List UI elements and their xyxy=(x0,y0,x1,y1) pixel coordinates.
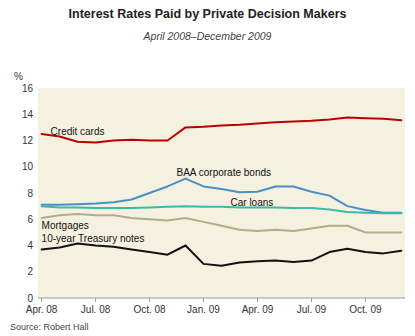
y-axis: 0 2 4 6 8 10 12 14 16 xyxy=(22,83,34,304)
x-tick xyxy=(365,298,366,302)
x-axis: Apr. 08 Jul. 08 Oct. 08 Jan. 09 Apr. 09 Jul. … xyxy=(26,298,405,315)
series-line xyxy=(42,118,402,143)
source: Source: Robert Hall xyxy=(10,322,89,332)
plot-background xyxy=(38,88,405,298)
x-tick-label: Jul. 08 xyxy=(81,304,111,315)
series-line xyxy=(42,244,402,266)
x-tick-label: Oct. 09 xyxy=(349,304,382,315)
y-tick-label: 16 xyxy=(22,83,34,94)
x-tick-label: Jan. 09 xyxy=(187,304,220,315)
chart: Interest Rates Paid by Private Decision … xyxy=(0,0,415,336)
y-tick-label: 6 xyxy=(27,214,33,225)
y-tick-label: 4 xyxy=(27,240,33,251)
x-tick xyxy=(257,298,258,302)
annotation: Credit cards xyxy=(51,126,105,137)
y-tick-label: 14 xyxy=(22,109,34,120)
x-tick-label: Apr. 08 xyxy=(26,304,58,315)
x-tick xyxy=(311,298,312,302)
x-tick-label: Jul. 09 xyxy=(297,304,327,315)
annotation: Mortgages xyxy=(42,220,89,231)
series-line xyxy=(42,206,402,213)
annotation: 10-year Treasury notes xyxy=(42,233,145,244)
subtitle: April 2008–December 2009 xyxy=(143,30,272,42)
x-tick-label: Apr. 09 xyxy=(242,304,274,315)
series-line xyxy=(42,179,402,213)
y-tick-label: 2 xyxy=(27,266,33,277)
annotation: BAA corporate bonds xyxy=(177,167,272,178)
series-group xyxy=(42,118,402,266)
x-tick xyxy=(149,298,150,302)
x-tick xyxy=(41,298,42,302)
y-tick-label: 8 xyxy=(27,188,33,199)
y-axis-label: % xyxy=(14,71,23,82)
annotations: Credit cards BAA corporate bonds Car loans… xyxy=(42,126,274,244)
title: Interest Rates Paid by Private Decision … xyxy=(69,7,347,21)
series-line xyxy=(42,214,402,232)
x-axis-line xyxy=(38,298,405,299)
y-tick-label: 0 xyxy=(27,293,33,304)
annotation: Car loans xyxy=(230,197,273,208)
y-tick-label: 10 xyxy=(22,161,34,172)
x-tick xyxy=(203,298,204,302)
x-tick xyxy=(95,298,96,302)
y-tick-label: 12 xyxy=(22,135,34,146)
x-tick-label: Oct. 08 xyxy=(133,304,166,315)
